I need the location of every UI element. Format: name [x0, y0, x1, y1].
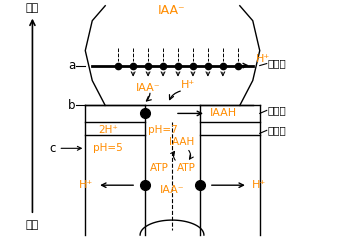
Text: IAA⁻: IAA⁻ [158, 4, 186, 17]
Text: b: b [68, 99, 75, 112]
Text: ATP: ATP [150, 163, 169, 173]
Text: IAA⁻: IAA⁻ [136, 84, 161, 94]
Text: H⁺: H⁺ [252, 180, 266, 190]
Text: a: a [68, 59, 75, 72]
Text: H⁺: H⁺ [79, 180, 93, 190]
Text: IAAH: IAAH [169, 137, 195, 147]
Text: IAA⁻: IAA⁻ [160, 185, 184, 195]
Text: 基部: 基部 [26, 220, 39, 230]
Text: 2H⁺: 2H⁺ [98, 125, 118, 135]
Text: H⁺: H⁺ [181, 80, 195, 90]
Text: 细胞膜: 细胞膜 [268, 58, 287, 68]
Text: IAAH: IAAH [210, 108, 237, 118]
Text: 细胞壁: 细胞壁 [268, 106, 287, 116]
Text: ATP: ATP [177, 163, 196, 173]
Text: 顶部: 顶部 [26, 3, 39, 13]
Text: c: c [49, 142, 55, 155]
Text: H⁺: H⁺ [256, 54, 270, 64]
Text: pH=5: pH=5 [93, 143, 123, 153]
Text: 细胞质: 细胞质 [268, 125, 287, 135]
Text: pH=7: pH=7 [148, 125, 178, 135]
